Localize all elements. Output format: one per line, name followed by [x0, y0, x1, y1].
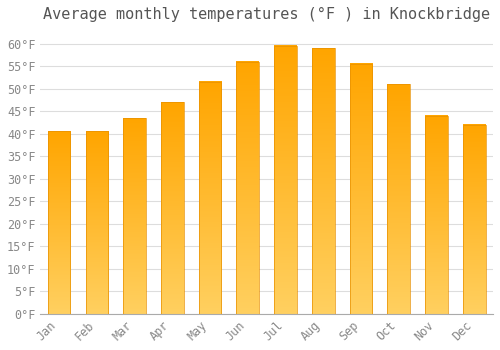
Bar [48, 132, 70, 314]
Bar [463, 125, 485, 314]
Bar [350, 64, 372, 314]
Bar [312, 48, 334, 314]
Bar [236, 62, 259, 314]
Bar [199, 82, 222, 314]
Bar [86, 132, 108, 314]
Bar [124, 118, 146, 314]
Title: Average monthly temperatures (°F ) in Knockbridge: Average monthly temperatures (°F ) in Kn… [43, 7, 490, 22]
Bar [274, 46, 297, 314]
Bar [388, 84, 410, 314]
Bar [425, 116, 448, 314]
Bar [161, 102, 184, 314]
